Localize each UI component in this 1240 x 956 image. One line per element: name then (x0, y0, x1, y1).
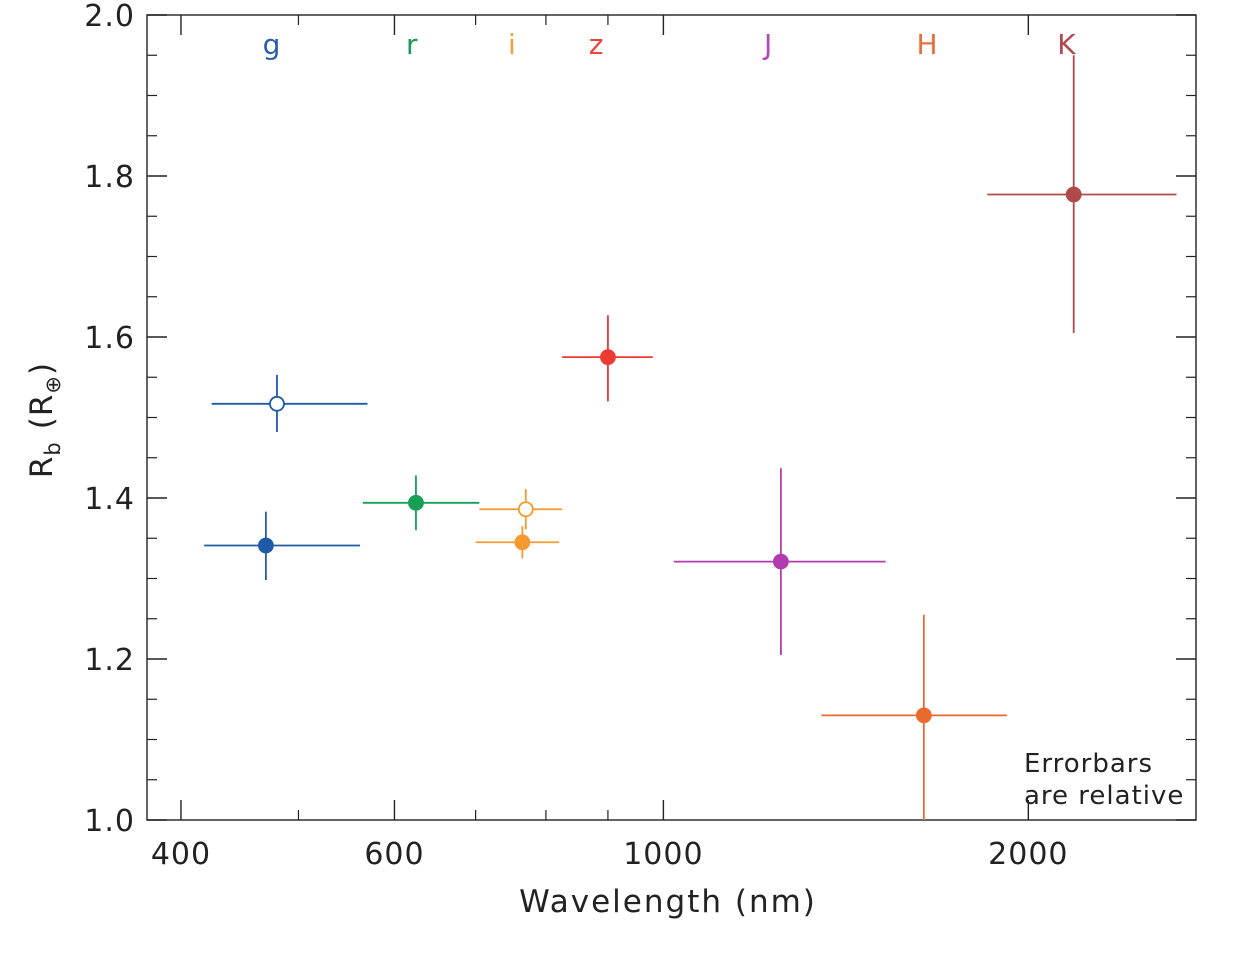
x-tick-label: 2000 (988, 837, 1068, 872)
point-marker (1065, 186, 1082, 203)
y-tick-label: 1.6 (84, 321, 135, 356)
band-label-k: K (1057, 28, 1076, 61)
x-tick-label: 600 (364, 837, 424, 872)
y-axis-label-unit-subscript: ⊕ (41, 375, 65, 394)
tick-labels: 1.0 1.2 1.4 1.6 1.8 2.0 400 600 1000 2000 (84, 0, 1068, 872)
band-label-g: g (263, 28, 281, 61)
data-point-h-filled (821, 614, 1007, 820)
data-point-r-filled (362, 475, 480, 531)
y-tick-label: 1.8 (84, 160, 135, 195)
y-axis-label-main: R (24, 456, 60, 479)
data-point-i-filled (475, 526, 559, 559)
data-point-g-filled (204, 511, 361, 581)
band-label-z: z (589, 28, 604, 61)
errorbar-note-line-1: Errorbars (1024, 749, 1153, 779)
y-tick-label: 1.0 (84, 804, 135, 839)
band-label-j: J (762, 28, 772, 61)
data-point-k-filled (987, 55, 1177, 333)
point-marker (514, 534, 531, 551)
point-marker (915, 707, 932, 724)
y-tick-label: 1.4 (84, 482, 135, 517)
point-marker (408, 494, 424, 511)
y-tick-label: 2.0 (84, 0, 135, 34)
x-tick-label: 400 (151, 837, 211, 872)
data-point-g-open (211, 374, 368, 432)
x-axis-label: Wavelength (nm) (519, 884, 817, 920)
y-axis-label: Rb (R⊕) (24, 362, 65, 478)
y-axis-label-unit-open: (R (24, 394, 60, 430)
data-point-z-filled (562, 315, 653, 402)
point-marker (600, 349, 616, 366)
data-point-j-filled (673, 468, 886, 655)
y-axis-label-subscript: b (41, 441, 65, 455)
data-points (204, 55, 1177, 820)
band-label-h: H (917, 28, 938, 61)
point-marker (772, 553, 789, 570)
plot-frame (146, 14, 1197, 821)
svg-text:Rb(R⊕): Rb (R⊕) (24, 362, 65, 478)
axis-ticks (147, 14, 1196, 821)
errorbar-note: Errorbars are relative (1024, 749, 1184, 811)
band-label-i: i (508, 28, 516, 61)
data-point-i-open (479, 489, 563, 530)
x-tick-label: 1000 (623, 837, 703, 872)
y-tick-label: 1.2 (84, 643, 135, 678)
point-marker (269, 395, 285, 412)
plot-border (146, 14, 1197, 821)
band-label-r: r (406, 28, 418, 61)
point-marker (517, 501, 534, 518)
y-axis-label-unit-close: ) (24, 362, 60, 375)
errorbar-note-line-2: are relative (1024, 781, 1184, 811)
point-marker (257, 537, 274, 554)
